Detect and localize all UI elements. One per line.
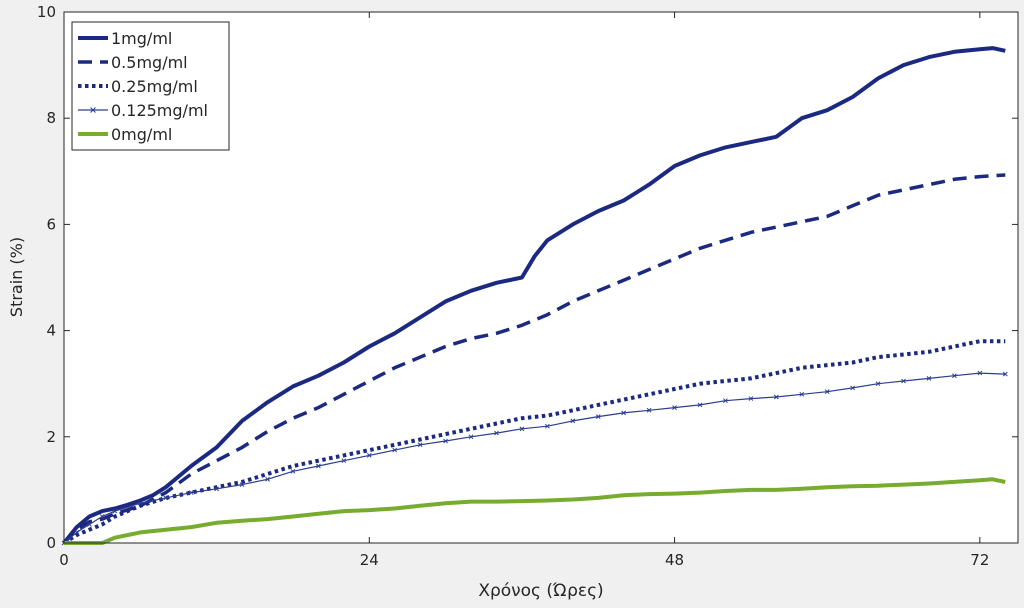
series-marker-3 (366, 453, 372, 458)
legend-box (71, 21, 230, 151)
y-tick-label: 4 (46, 322, 56, 340)
x-tick-label: 0 (59, 551, 69, 569)
y-tick-label: 8 (46, 109, 56, 127)
series-marker-3 (748, 396, 754, 401)
series-marker-3 (74, 530, 80, 535)
legend-marker-3 (90, 107, 96, 113)
series-marker-3 (850, 385, 855, 391)
series-marker-3 (188, 490, 194, 495)
series-marker-3 (494, 430, 499, 436)
series-marker-3 (875, 381, 881, 387)
series-marker-3 (799, 391, 805, 397)
series-marker-3 (443, 438, 448, 444)
series-line-0 (62, 46, 1006, 545)
legend-label-3: 0.125mg/ml (111, 101, 208, 120)
series-marker-3 (392, 447, 398, 453)
legend-label-0: 1mg/ml (111, 29, 172, 48)
series-marker-3 (697, 402, 703, 408)
series-marker-3 (163, 495, 169, 501)
legend-label-4: 0mg/ml (111, 125, 172, 144)
series-marker-3 (265, 476, 270, 482)
series-marker-3 (290, 468, 296, 474)
series-marker-3 (672, 405, 677, 410)
series-line-1 (62, 173, 1006, 545)
y-tick-label: 0 (46, 534, 56, 552)
series-marker-3 (239, 482, 245, 487)
legend: 1mg/ml 0.5mg/ml 0.25mg/ml 0.125mg/ml 0mg/ml (71, 21, 230, 151)
series-marker-3 (87, 522, 92, 527)
y-tick-label: 6 (46, 215, 56, 233)
series-marker-3 (926, 376, 932, 381)
series-marker-3 (595, 414, 601, 419)
legend-label-2: 0.25mg/ml (111, 77, 198, 96)
series-marker-3 (214, 486, 219, 492)
plot-frame (63, 11, 1019, 544)
x-tick-label: 24 (360, 551, 379, 569)
series-marker-3 (901, 378, 906, 384)
series-marker-3 (112, 508, 118, 514)
series-marker-3 (137, 500, 143, 506)
series-line-4 (64, 477, 1006, 545)
y-tick-label: 2 (46, 428, 56, 446)
y-axis-label: Strain (%) (7, 237, 26, 317)
x-tick-label: 72 (970, 551, 989, 569)
series-marker-3 (824, 389, 830, 395)
series-marker-3 (468, 434, 474, 440)
series-line-2 (62, 339, 1006, 545)
series-layer (61, 46, 1008, 546)
series-marker-3 (99, 514, 105, 519)
series-marker-3 (621, 410, 627, 416)
y-tick-label: 10 (37, 3, 56, 21)
series-marker-3 (570, 418, 576, 424)
series-marker-3 (341, 458, 347, 464)
series-marker-3 (646, 407, 652, 413)
series-marker-3 (316, 463, 321, 469)
series-marker-3 (773, 394, 779, 400)
series-marker-3 (1002, 371, 1008, 377)
series-line-3 (63, 372, 1006, 544)
x-axis-label: Χρόνος (Ώρες) (478, 581, 603, 601)
x-tick-label: 48 (665, 551, 684, 569)
series-marker-3 (545, 423, 550, 429)
series-marker-3 (977, 370, 983, 376)
series-marker-3 (417, 442, 423, 448)
series-marker-3 (952, 373, 957, 379)
legend-label-1: 0.5mg/ml (111, 53, 188, 72)
series-marker-3 (723, 398, 728, 404)
series-marker-3 (519, 426, 525, 432)
